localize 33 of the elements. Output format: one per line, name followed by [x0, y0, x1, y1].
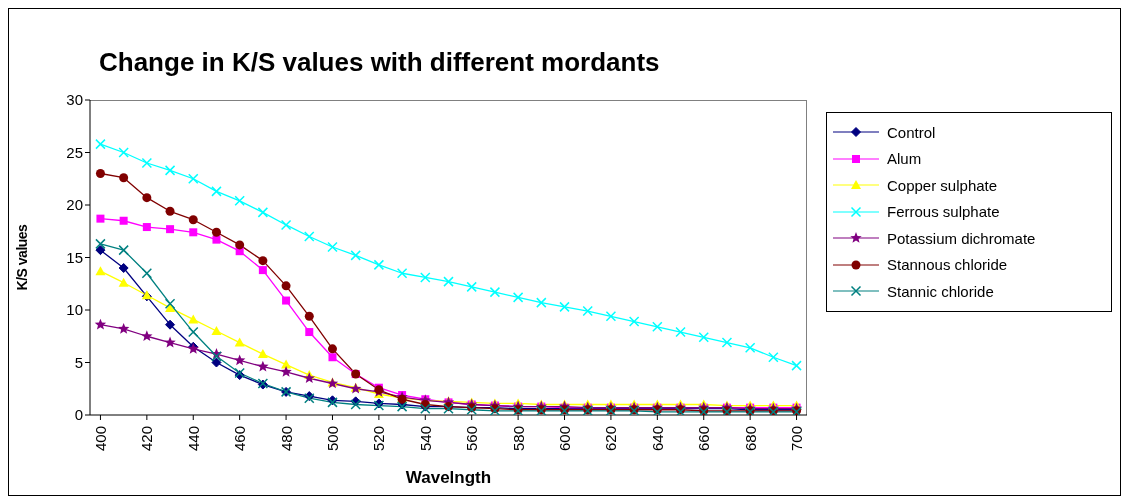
x-tick-label: 460 — [231, 426, 249, 452]
y-tick-label: 15 — [66, 248, 83, 266]
x-tick-label: 680 — [741, 426, 759, 452]
x-tick-label: 600 — [556, 426, 574, 452]
x-tick-label: 480 — [277, 426, 295, 452]
y-tick-label: 25 — [66, 143, 83, 161]
legend-label: Control — [887, 123, 936, 141]
y-tick-label: 0 — [74, 406, 83, 424]
x-tick-label: 640 — [648, 426, 666, 452]
y-tick-label: 5 — [74, 353, 83, 371]
x-tick-label: 660 — [695, 426, 713, 452]
chart-title: Change in K/S values with different mordants — [99, 47, 660, 78]
x-tick-label: 520 — [370, 426, 388, 452]
x-tick-label: 440 — [184, 426, 202, 452]
legend-label: Stannous chloride — [887, 256, 1008, 274]
y-tick-label: 20 — [66, 196, 83, 214]
x-tick-label: 540 — [416, 426, 434, 452]
x-tick-label: 580 — [509, 426, 527, 452]
legend-label: Copper sulphate — [887, 176, 998, 194]
x-tick-label: 700 — [788, 426, 806, 452]
x-tick-label: 400 — [91, 426, 109, 452]
x-tick-label: 420 — [138, 426, 156, 452]
legend-label: Potassium dichromate — [887, 229, 1036, 247]
x-tick-label: 620 — [602, 426, 620, 452]
legend-label: Stannic chloride — [887, 282, 994, 300]
legend-label: Alum — [887, 150, 922, 168]
y-axis-title: K/S values — [13, 223, 30, 291]
legend-label: Ferrous sulphate — [887, 203, 1000, 221]
x-tick-label: 560 — [463, 426, 481, 452]
x-axis-title: Wavelngth — [405, 468, 492, 487]
x-tick-label: 500 — [323, 426, 341, 452]
y-tick-label: 10 — [66, 301, 83, 319]
y-tick-label: 30 — [66, 91, 83, 109]
